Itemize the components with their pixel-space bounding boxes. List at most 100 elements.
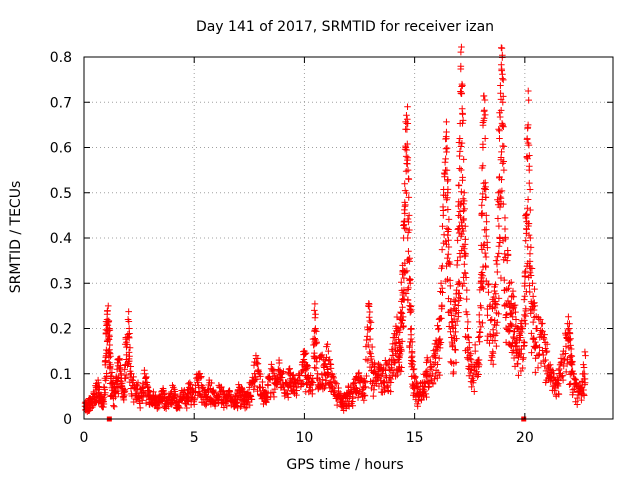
data-point	[524, 196, 532, 203]
data-point	[527, 244, 535, 251]
data-point	[366, 308, 374, 316]
data-point	[450, 368, 457, 376]
data-point	[397, 308, 404, 316]
data-point	[455, 302, 462, 309]
data-point	[445, 216, 453, 223]
data-point	[108, 369, 116, 376]
data-point	[500, 123, 507, 131]
data-point	[452, 298, 459, 305]
data-point	[404, 160, 411, 168]
data-point	[536, 344, 543, 351]
data-point	[105, 317, 113, 325]
data-point	[247, 391, 254, 399]
data-point	[566, 330, 574, 337]
data-point	[112, 393, 119, 401]
data-point	[405, 175, 413, 183]
data-point	[461, 205, 468, 213]
data-point	[444, 228, 452, 235]
data-point	[411, 373, 419, 380]
data-point	[495, 310, 502, 318]
data-point	[498, 187, 506, 195]
data-point	[325, 356, 332, 364]
data-point	[524, 87, 532, 95]
data-point	[532, 354, 539, 362]
data-point	[501, 301, 509, 309]
data-point	[494, 215, 502, 222]
data-point	[445, 260, 452, 267]
data-point	[333, 380, 341, 388]
data-point	[508, 292, 516, 300]
data-point	[398, 338, 406, 345]
data-point	[309, 379, 317, 386]
data-point	[383, 382, 391, 390]
data-point	[499, 70, 506, 78]
data-point	[104, 302, 112, 310]
data-point	[434, 322, 441, 329]
data-point	[116, 364, 124, 372]
data-point	[459, 119, 466, 127]
data-point	[409, 366, 417, 373]
data-point	[506, 327, 514, 334]
data-point	[438, 246, 446, 253]
data-point	[463, 311, 471, 318]
data-point	[370, 392, 377, 400]
data-point	[390, 359, 398, 367]
data-point	[234, 404, 241, 412]
data-point	[405, 194, 413, 201]
data-point	[471, 347, 479, 355]
data-point	[497, 107, 505, 114]
data-point	[256, 370, 264, 378]
data-point	[470, 377, 477, 384]
data-point	[407, 307, 415, 315]
data-point	[482, 226, 490, 233]
data-point	[443, 166, 451, 174]
data-point	[498, 65, 505, 73]
data-point	[141, 370, 148, 378]
data-point	[482, 212, 490, 219]
data-point	[284, 394, 292, 401]
data-point	[493, 342, 500, 350]
data-point	[406, 258, 413, 265]
y-tick-label: 0.1	[50, 367, 72, 383]
data-point	[567, 335, 574, 343]
data-point	[502, 311, 510, 319]
data-point	[401, 210, 409, 217]
data-point	[497, 194, 505, 202]
data-point	[502, 339, 510, 346]
data-point	[496, 113, 504, 121]
data-point	[403, 140, 411, 148]
x-axis-label: GPS time / hours	[286, 457, 403, 473]
data-point	[436, 335, 444, 343]
data-point	[319, 376, 327, 383]
data-point	[389, 351, 397, 359]
data-point	[234, 398, 241, 406]
data-point	[580, 361, 587, 368]
data-point	[510, 333, 517, 341]
data-point	[522, 237, 530, 244]
data-point	[510, 354, 518, 362]
data-point	[543, 340, 551, 348]
data-point	[542, 348, 550, 356]
data-point	[408, 357, 415, 364]
data-point	[533, 325, 541, 332]
data-point	[130, 373, 137, 381]
data-point	[455, 182, 463, 189]
data-point	[443, 225, 451, 232]
data-point	[488, 316, 496, 323]
data-point	[481, 96, 489, 104]
data-point	[123, 341, 131, 348]
data-point	[489, 360, 497, 368]
data-point	[452, 322, 459, 329]
data-point	[110, 402, 117, 409]
data-point	[405, 256, 412, 264]
data-point	[438, 301, 446, 309]
data-point	[456, 208, 464, 215]
data-point	[290, 375, 298, 383]
data-point	[570, 374, 578, 382]
data-point	[323, 363, 331, 370]
data-point	[482, 193, 490, 201]
data-point	[462, 274, 470, 281]
data-point	[479, 319, 486, 327]
data-point	[368, 343, 376, 351]
data-point	[459, 117, 467, 124]
